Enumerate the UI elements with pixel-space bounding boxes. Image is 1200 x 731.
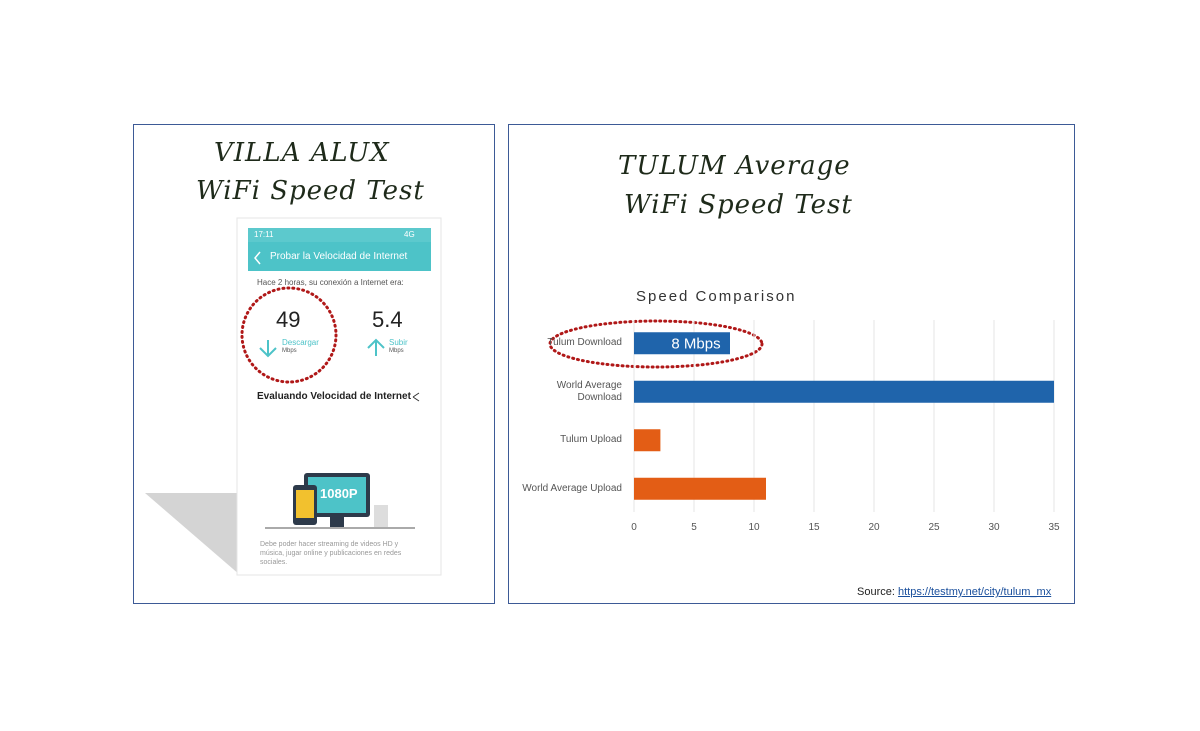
y-tick-label: Tulum Download [547, 337, 622, 349]
x-tick-label: 25 [928, 522, 940, 533]
chart-title: Speed Comparison [636, 288, 797, 305]
bar [634, 429, 661, 452]
monitor-screen [308, 477, 366, 513]
status-network: 4G [404, 230, 415, 239]
x-tick-label: 5 [691, 522, 697, 533]
phone-icon-screen [296, 490, 314, 518]
x-tick-label: 0 [631, 522, 637, 533]
app-header-title: Probar la Velocidad de Internet [270, 251, 408, 262]
x-tick-label: 30 [988, 522, 1000, 533]
status-time: 17:11 [254, 230, 274, 239]
source-label: Source: [857, 586, 895, 598]
y-tick-label: World Average Upload [522, 482, 622, 494]
download-label: Descargar [282, 338, 319, 347]
left-title: VILLA ALUX [214, 138, 390, 168]
evaluating-text: Evaluando Velocidad de Internet [257, 391, 411, 402]
x-tick-label: 15 [808, 522, 820, 533]
bar [634, 380, 1054, 403]
status-bar [248, 228, 431, 242]
monitor-stand [330, 517, 344, 527]
down-arrow-head [259, 347, 277, 358]
cup [374, 505, 388, 527]
left-title: WiFi Speed Test [196, 176, 425, 206]
value-label: 8 Mbps [671, 335, 720, 352]
right-title: WiFi Speed Test [624, 190, 853, 220]
back-icon [254, 251, 261, 265]
upload-unit: Mbps [389, 348, 404, 354]
up-arrow-head [367, 338, 385, 349]
right-title: TULUM Average [618, 151, 851, 181]
x-tick-label: 10 [748, 522, 760, 533]
source-link[interactable]: https://testmy.net/city/tulum_mx [897, 586, 1052, 598]
screen-label: 1080P [320, 486, 358, 501]
share-icon [412, 392, 420, 402]
highlight-ellipse [548, 319, 764, 369]
highlight-circle [240, 286, 338, 384]
bar [634, 477, 766, 500]
upload-label: Subir [389, 338, 408, 347]
y-tick-label: Tulum Upload [560, 434, 622, 446]
download-value: 49 [276, 307, 301, 332]
footer-text: Debe poder hacer streaming de videos HD … [260, 541, 402, 566]
phone-shadow [145, 493, 240, 575]
app-header [248, 242, 431, 271]
download-unit: Mbps [282, 348, 297, 354]
intro-text: Hace 2 horas, su conexión a Internet era… [257, 278, 404, 287]
y-tick-label: World Average Download [556, 379, 622, 403]
x-tick-label: 20 [868, 522, 880, 533]
source: Source: https://testmy.net/city/tulum_mx [857, 586, 1051, 598]
upload-value: 5.4 [372, 307, 403, 332]
x-tick-label: 35 [1048, 522, 1060, 533]
bar [634, 332, 730, 355]
